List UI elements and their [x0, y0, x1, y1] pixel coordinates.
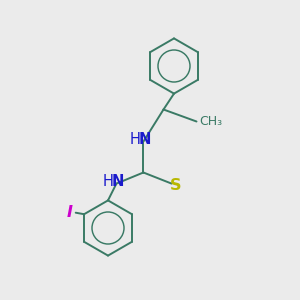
Text: I: I [67, 205, 73, 220]
Text: N: N [139, 132, 151, 147]
Text: CH₃: CH₃ [199, 115, 222, 128]
Text: H: H [130, 132, 140, 147]
Text: H: H [103, 174, 113, 189]
Text: N: N [112, 174, 124, 189]
Text: S: S [170, 178, 182, 193]
